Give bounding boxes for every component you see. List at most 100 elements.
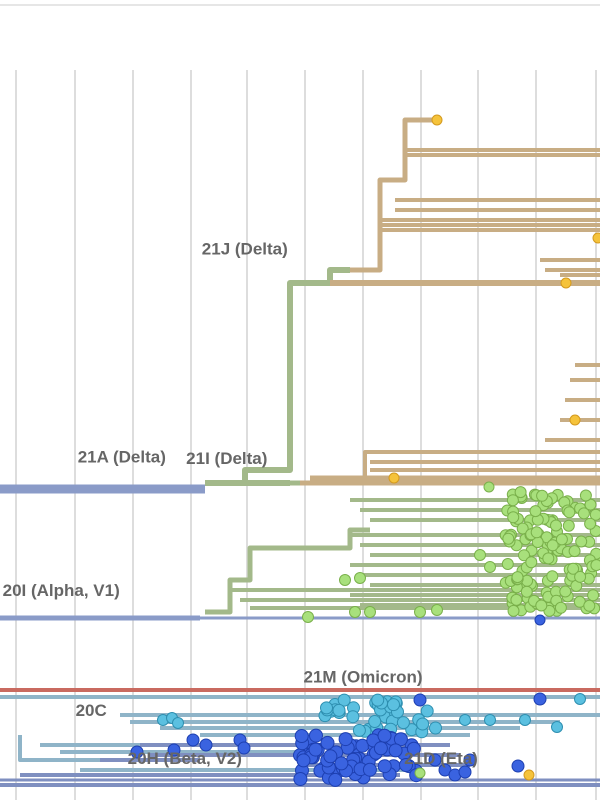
c20-tip-3 — [484, 714, 496, 726]
alpha-tip-100 — [563, 506, 576, 519]
branch-21j-lower — [540, 258, 600, 277]
alpha-tip-129 — [575, 535, 588, 548]
beta-tip-2 — [186, 733, 200, 747]
alpha-tip-139 — [590, 559, 600, 572]
delta-tip-3 — [569, 414, 581, 426]
beta-cluster-tip-62 — [377, 728, 392, 743]
alpha-tip-73 — [567, 562, 580, 575]
clade-label-4: 21M (Omicron) — [303, 667, 422, 686]
eta-tip-4 — [463, 753, 477, 767]
alpha-tip-52 — [584, 517, 597, 530]
c20-tip-6 — [459, 714, 471, 726]
clade-label-1: 21A (Delta) — [78, 447, 166, 466]
clade-label-0: 21J (Delta) — [202, 239, 288, 258]
branch-21j-upper-tips — [405, 148, 600, 157]
eta-tip-0 — [428, 753, 442, 767]
alpha-blue-tip — [534, 614, 546, 626]
eta-green-tip — [414, 767, 426, 779]
alpha-tip-128 — [535, 599, 548, 612]
beta-tip-3 — [199, 738, 213, 752]
beta-cluster-tip-56 — [323, 749, 338, 764]
alpha-tip-134 — [529, 505, 542, 518]
alpha-tip-56 — [520, 585, 533, 598]
c20-cluster-tip-23 — [371, 693, 385, 707]
alpha-tip-130 — [507, 511, 520, 524]
alpha-tip-136 — [574, 570, 587, 583]
eta-tip-3 — [458, 765, 472, 779]
beta-cluster-tip-69 — [388, 743, 403, 758]
alpha-tip-123 — [550, 519, 562, 532]
beta-tip-1 — [167, 743, 181, 757]
c20-cluster-tip-38 — [320, 701, 333, 715]
alpha-tip-82 — [510, 593, 523, 606]
alpha-tip-87 — [546, 570, 559, 583]
gridlines — [15, 70, 597, 800]
c20-cluster-tip-27 — [429, 721, 442, 735]
beta-cluster-tip-40 — [338, 732, 353, 747]
clade-label-7: 21D (Eta) — [404, 749, 478, 768]
beta-tip-0 — [130, 745, 144, 759]
alpha-tip-76 — [506, 494, 519, 507]
c20-cluster-tip-28 — [337, 693, 351, 707]
alpha-tip-108 — [555, 533, 568, 546]
c20-cluster-tip-10 — [420, 704, 434, 718]
beta-tip-7 — [511, 759, 525, 773]
beta-cluster-tip-63 — [308, 742, 323, 757]
beta-cluster-tip-42 — [293, 772, 308, 786]
alpha-tip-122 — [579, 489, 592, 502]
c20-cluster-tip-35 — [352, 723, 366, 737]
beta-cluster-tip-58 — [296, 753, 311, 768]
alpha-tip-14 — [589, 508, 600, 521]
clade-label-5: 20C — [76, 701, 107, 720]
c20-cluster-tip-36 — [387, 698, 400, 712]
alpha-tip-137 — [525, 556, 538, 569]
branch-20c-fan — [120, 713, 600, 737]
c20-cluster-tip-18 — [346, 710, 360, 724]
delta-tip-2 — [560, 277, 572, 289]
beta-tip-8 — [533, 692, 547, 706]
c20-cluster-tip-30 — [416, 717, 430, 731]
beta-cluster-tip-60 — [406, 741, 421, 756]
alpha-tip-66 — [514, 486, 527, 499]
clade-labels: 21J (Delta) 21A (Delta) 21I (Delta) 20I (Al… — [3, 239, 478, 768]
branch-21j-upper — [350, 117, 440, 273]
alpha-tip-extra-5 — [414, 606, 426, 618]
c20-cluster-tip-39 — [332, 703, 346, 717]
beta-tip-6 — [413, 693, 427, 707]
alpha-tip-90 — [559, 585, 572, 598]
alpha-tip-117 — [542, 552, 555, 565]
beta-cluster-tip-59 — [377, 759, 392, 774]
alpha-tip-78 — [501, 558, 514, 570]
branch-21i-upper — [545, 363, 600, 442]
alpha-tip-0 — [483, 481, 495, 493]
alpha-tip-48 — [507, 604, 520, 617]
alpha-tip-127 — [583, 599, 596, 612]
alpha-tip-101 — [518, 549, 530, 562]
alpha-tip-extra-6 — [431, 604, 443, 616]
alpha-tip-104 — [502, 532, 515, 545]
c20-cluster-tip-37 — [396, 716, 410, 730]
branch-21i-main — [300, 475, 600, 486]
alpha-tip-extra-1 — [339, 574, 351, 586]
alpha-tip-extra-2 — [354, 572, 366, 584]
tip-markers — [130, 114, 600, 787]
beta-cluster-tip-68 — [373, 741, 388, 756]
beta-tip-5 — [237, 741, 251, 755]
alpha-tip-138 — [511, 571, 524, 584]
beta-cluster-tip-61 — [399, 758, 413, 772]
branch-21i-fan — [363, 450, 600, 478]
beta-cluster-tip-48 — [309, 728, 323, 743]
c20-tip-7 — [574, 693, 586, 705]
c20-tip-5 — [551, 721, 563, 733]
beta-cluster-tip-53 — [294, 729, 309, 743]
beta-cluster-tip-47 — [393, 732, 408, 747]
beta-cluster-tip-67 — [320, 735, 335, 750]
alpha-tip-132 — [554, 601, 567, 614]
delta-tip-5 — [523, 769, 535, 781]
alpha-tip-extra-7 — [474, 549, 486, 561]
beta-cluster-tip-52 — [328, 772, 343, 787]
delta-tip-1 — [592, 232, 600, 244]
delta-tip-0 — [431, 114, 443, 126]
